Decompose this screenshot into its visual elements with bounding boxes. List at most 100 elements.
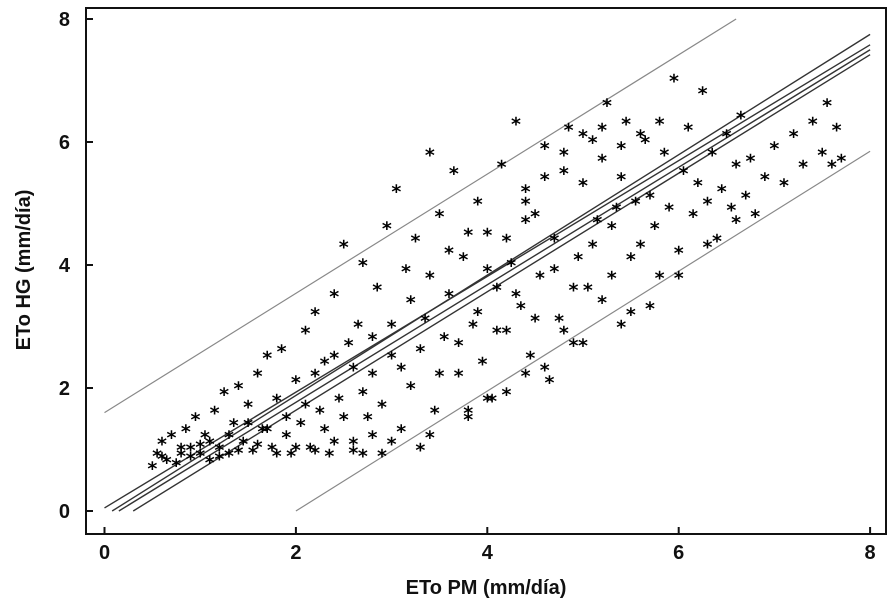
data-point: * — [540, 169, 550, 191]
data-point: * — [367, 366, 377, 388]
data-point: * — [492, 323, 502, 345]
data-point: * — [655, 114, 665, 136]
data-point: * — [482, 390, 492, 412]
data-point: * — [353, 317, 363, 339]
data-point: * — [439, 329, 449, 351]
data-point: * — [195, 446, 205, 468]
data-point: * — [521, 194, 531, 216]
data-point: * — [506, 255, 516, 277]
data-point: * — [234, 443, 244, 465]
data-point: * — [827, 157, 837, 179]
data-point: * — [296, 415, 306, 437]
data-point: * — [588, 237, 598, 259]
data-point: * — [415, 341, 425, 363]
data-point: * — [176, 446, 186, 468]
data-point: * — [501, 323, 511, 345]
data-point: * — [722, 126, 732, 148]
data-point: * — [281, 427, 291, 449]
data-point: * — [425, 427, 435, 449]
data-point: * — [698, 83, 708, 105]
data-point: * — [229, 415, 239, 437]
data-point: * — [568, 335, 578, 357]
data-point: * — [344, 335, 354, 357]
data-point: * — [712, 230, 722, 252]
data-point: * — [444, 243, 454, 265]
data-point: * — [832, 120, 842, 142]
y-tick-label: 8 — [59, 9, 70, 31]
data-point: * — [387, 317, 397, 339]
data-point: * — [277, 341, 287, 363]
data-point: * — [607, 218, 617, 240]
line-confidence-lower-2 — [118, 49, 871, 512]
data-point: * — [564, 120, 574, 142]
data-point: * — [286, 446, 296, 468]
data-point: * — [272, 390, 282, 412]
data-point: * — [190, 409, 200, 431]
data-point: * — [530, 310, 540, 332]
data-point: * — [750, 206, 760, 228]
data-point: * — [789, 126, 799, 148]
x-tick-label: 0 — [99, 542, 110, 564]
data-point: * — [358, 446, 368, 468]
data-point: * — [640, 132, 650, 154]
data-point: * — [521, 366, 531, 388]
data-point: * — [324, 446, 334, 468]
data-point: * — [301, 323, 311, 345]
data-point: * — [731, 212, 741, 234]
y-axis-title: ETo HG (mm/día) — [13, 190, 35, 351]
data-point: * — [224, 427, 234, 449]
data-point: * — [702, 237, 712, 259]
data-point: * — [631, 194, 641, 216]
data-point: * — [808, 114, 818, 136]
data-point: * — [406, 378, 416, 400]
data-point: * — [449, 163, 459, 185]
data-point: * — [616, 169, 626, 191]
data-point: * — [592, 212, 602, 234]
data-point: * — [320, 421, 330, 443]
data-point: * — [310, 443, 320, 465]
data-point: * — [473, 194, 483, 216]
data-point: * — [329, 286, 339, 308]
data-point: * — [521, 212, 531, 234]
data-point: * — [186, 449, 196, 471]
data-point: * — [262, 421, 272, 443]
data-point: * — [736, 107, 746, 129]
data-point: * — [578, 175, 588, 197]
data-point: * — [176, 440, 186, 462]
data-point: * — [559, 323, 569, 345]
data-point: * — [387, 433, 397, 455]
plot-frame — [85, 7, 887, 535]
data-point: * — [291, 372, 301, 394]
x-axis-ticks: 0 2 4 6 8 — [99, 527, 876, 564]
data-point: * — [339, 237, 349, 259]
data-point: * — [540, 138, 550, 160]
data-point: * — [219, 384, 229, 406]
x-tick-label: 2 — [290, 542, 301, 564]
data-point: * — [205, 452, 215, 474]
data-point: * — [511, 286, 521, 308]
y-tick-label: 4 — [59, 255, 71, 277]
data-point: * — [382, 218, 392, 240]
data-point: * — [616, 317, 626, 339]
data-point: * — [377, 396, 387, 418]
data-point: * — [669, 71, 679, 93]
data-point: * — [525, 347, 535, 369]
data-point: * — [612, 200, 622, 222]
data-point: * — [597, 150, 607, 172]
data-point: * — [348, 360, 358, 382]
data-point: * — [597, 120, 607, 142]
data-point: * — [626, 304, 636, 326]
data-point: * — [702, 194, 712, 216]
data-point: * — [348, 443, 358, 465]
data-point: * — [621, 114, 631, 136]
data-point: * — [693, 175, 703, 197]
data-point: * — [674, 267, 684, 289]
data-point: * — [549, 261, 559, 283]
data-point: * — [396, 421, 406, 443]
data-point: * — [367, 427, 377, 449]
data-point: * — [358, 255, 368, 277]
data-point: * — [214, 449, 224, 471]
data-point: * — [320, 353, 330, 375]
data-point: * — [253, 366, 263, 388]
data-point: * — [597, 292, 607, 314]
